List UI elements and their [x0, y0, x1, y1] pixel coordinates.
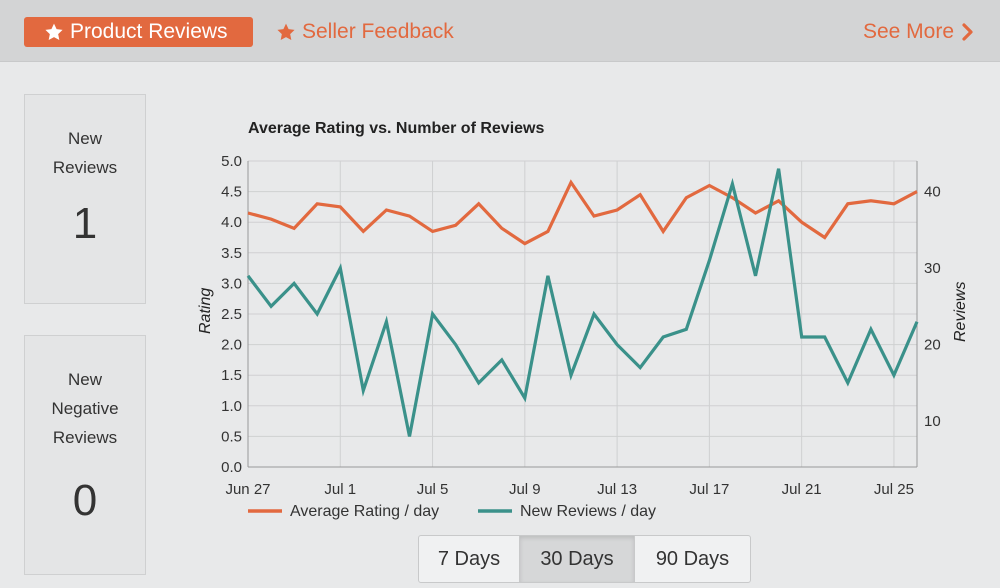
- see-more-link[interactable]: See More: [863, 17, 974, 47]
- new-negative-reviews-card[interactable]: New Negative Reviews 0: [24, 335, 146, 575]
- star-icon: [277, 23, 295, 40]
- new-negative-reviews-label-line1: New: [67, 370, 102, 389]
- y-tick-left: 3.5: [221, 245, 242, 262]
- star-icon: [45, 23, 63, 40]
- legend-average-rating-label: Average Rating / day: [290, 503, 439, 520]
- y-tick-right: 40: [924, 184, 941, 201]
- range-7-days-button[interactable]: 7 Days: [419, 536, 520, 582]
- y-tick-left: 2.0: [221, 337, 242, 354]
- tab-product-reviews-label: Product Reviews: [70, 20, 228, 43]
- see-more-label: See More: [862, 20, 954, 43]
- y-axis-title-right: Reviews: [952, 282, 969, 342]
- y-tick-left: 2.5: [221, 306, 242, 323]
- range-30-days-button[interactable]: 30 Days: [520, 536, 635, 582]
- tab-product-reviews[interactable]: Product Reviews: [24, 17, 253, 47]
- new-negative-reviews-count: 0: [72, 476, 98, 525]
- top-bar: Product Reviews Seller Feedback See More: [0, 0, 1000, 62]
- x-tick-label: Jul 5: [417, 481, 449, 498]
- tab-seller-feedback-label: Seller Feedback: [302, 20, 454, 43]
- y-tick-right: 10: [924, 413, 941, 430]
- x-tick-label: Jul 17: [689, 481, 729, 498]
- chevron-right-icon: [962, 23, 973, 41]
- new-reviews-count: 1: [72, 199, 98, 248]
- y-tick-left: 4.5: [221, 184, 242, 201]
- rating-vs-reviews-chart: Average Rating vs. Number of Reviews 0.0 0…: [197, 120, 969, 520]
- series-line-average-rating: [247, 179, 918, 246]
- x-tick-label: Jul 1: [324, 481, 356, 498]
- y-tick-left: 0.0: [221, 459, 242, 476]
- y-tick-right: 20: [924, 337, 941, 354]
- y-tick-left: 1.0: [221, 398, 242, 415]
- new-reviews-label-line1: New: [67, 129, 102, 148]
- series-line-new-reviews: [246, 168, 919, 437]
- time-range-selector: 7 Days 30 Days 90 Days: [418, 535, 751, 583]
- y-tick-right: 30: [924, 260, 941, 277]
- range-90-days-button[interactable]: 90 Days: [655, 547, 730, 570]
- chart-title: Average Rating vs. Number of Reviews: [248, 120, 544, 137]
- x-tick-label: Jul 25: [874, 481, 914, 498]
- tab-seller-feedback[interactable]: Seller Feedback: [276, 17, 454, 47]
- new-reviews-label-line2: Reviews: [52, 158, 118, 177]
- x-tick-label: Jun 27: [225, 481, 270, 498]
- legend-new-reviews-label: New Reviews / day: [520, 503, 656, 520]
- y-tick-left: 4.0: [221, 214, 242, 231]
- new-reviews-card[interactable]: New Reviews 1: [24, 94, 146, 304]
- new-negative-reviews-label-line2: Negative: [51, 399, 119, 418]
- new-negative-reviews-label-line3: Reviews: [52, 428, 118, 447]
- y-tick-left: 3.0: [221, 275, 242, 292]
- y-axis-title-left: Rating: [197, 288, 214, 334]
- x-tick-label: Jul 9: [509, 481, 541, 498]
- x-tick-label: Jul 21: [782, 481, 822, 498]
- y-tick-left: 5.0: [221, 153, 242, 170]
- x-tick-label: Jul 13: [597, 481, 637, 498]
- y-tick-left: 1.5: [221, 367, 242, 384]
- y-tick-left: 0.5: [221, 428, 242, 445]
